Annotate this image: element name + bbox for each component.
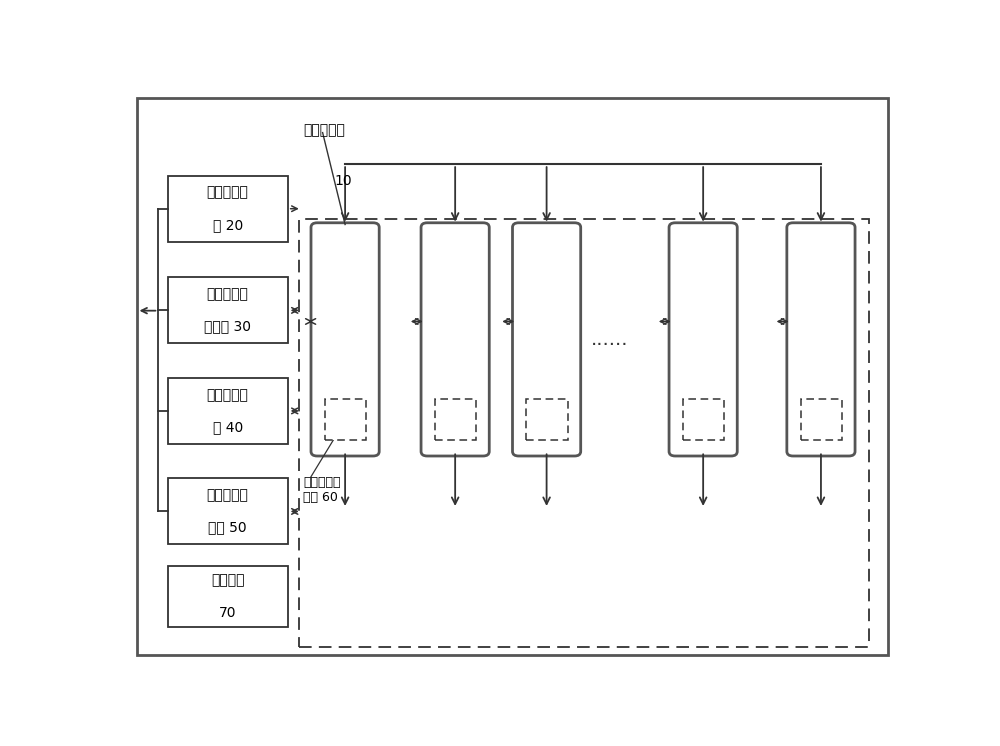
FancyBboxPatch shape [435, 398, 476, 440]
FancyBboxPatch shape [168, 478, 288, 545]
Text: 电源模组

70: 电源模组 70 [211, 573, 244, 620]
FancyBboxPatch shape [421, 223, 489, 456]
FancyBboxPatch shape [801, 398, 842, 440]
Text: ......: ...... [591, 330, 628, 349]
Text: 断路器模组: 断路器模组 [303, 123, 345, 137]
FancyBboxPatch shape [512, 223, 581, 456]
FancyBboxPatch shape [168, 278, 288, 343]
Text: 断路器测温: 断路器测温 [303, 476, 341, 489]
FancyBboxPatch shape [311, 223, 379, 456]
FancyBboxPatch shape [669, 223, 737, 456]
FancyBboxPatch shape [168, 175, 288, 242]
FancyBboxPatch shape [168, 378, 288, 444]
FancyBboxPatch shape [168, 566, 288, 627]
FancyBboxPatch shape [137, 98, 888, 655]
Text: 微环境检测

模组 50: 微环境检测 模组 50 [207, 488, 249, 535]
FancyBboxPatch shape [787, 223, 855, 456]
Text: 信号交互模

组模组 30: 信号交互模 组模组 30 [204, 287, 251, 333]
Text: 灭火集成模

组 20: 灭火集成模 组 20 [207, 186, 249, 232]
FancyBboxPatch shape [325, 398, 366, 440]
FancyBboxPatch shape [683, 398, 724, 440]
FancyBboxPatch shape [526, 398, 568, 440]
Text: 单元 60: 单元 60 [303, 491, 338, 504]
Text: 10: 10 [334, 175, 352, 189]
Text: 监控联动模

组 40: 监控联动模 组 40 [207, 388, 249, 434]
